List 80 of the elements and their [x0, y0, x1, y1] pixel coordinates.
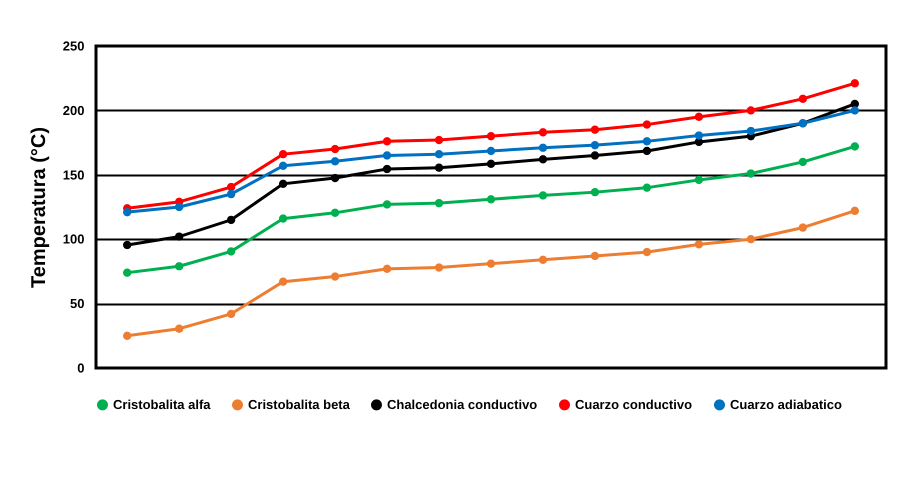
point — [174, 232, 184, 241]
point — [382, 151, 392, 160]
y-tick-label: 0 — [77, 360, 84, 376]
point — [694, 112, 704, 122]
point — [123, 240, 132, 250]
point — [798, 223, 808, 232]
point — [694, 176, 704, 184]
point — [330, 272, 340, 281]
point — [434, 136, 444, 144]
point — [330, 144, 340, 154]
point — [538, 144, 548, 152]
legend-label: Cristobalita beta — [248, 396, 351, 412]
point — [123, 268, 132, 277]
point — [382, 200, 392, 209]
point — [226, 190, 236, 198]
point — [850, 106, 859, 115]
y-tick-label: 200 — [62, 102, 84, 118]
point — [278, 214, 288, 223]
point — [486, 259, 496, 268]
legend-label: Chalcedonia conductivo — [387, 396, 538, 412]
point — [850, 142, 859, 151]
point — [174, 262, 184, 270]
point — [746, 235, 756, 244]
point — [226, 182, 236, 192]
point — [694, 240, 704, 249]
point — [642, 120, 652, 129]
point — [642, 248, 652, 256]
point — [642, 146, 652, 156]
point — [434, 150, 444, 158]
point — [746, 106, 756, 115]
y-tick-label: 150 — [62, 167, 84, 182]
point — [123, 208, 132, 216]
point — [850, 206, 859, 216]
point — [123, 332, 132, 340]
legend-label: Cuarzo conductivo — [575, 396, 692, 412]
point — [278, 278, 288, 286]
point — [174, 202, 184, 212]
point — [382, 137, 392, 146]
point — [850, 79, 859, 88]
point — [226, 216, 236, 224]
point — [486, 132, 496, 140]
point — [434, 164, 444, 172]
y-tick-label: 100 — [62, 232, 84, 247]
point — [330, 174, 340, 182]
point — [538, 256, 548, 264]
point — [278, 150, 288, 158]
point — [330, 208, 340, 217]
point — [486, 160, 496, 168]
point — [278, 162, 288, 170]
point — [590, 151, 600, 160]
point — [798, 94, 808, 103]
point — [642, 137, 652, 146]
point — [538, 191, 548, 200]
point — [330, 157, 340, 166]
y-axis-title: Temperatura (°C) — [28, 127, 50, 288]
point — [538, 128, 548, 136]
point — [694, 131, 704, 140]
point — [382, 264, 392, 273]
point — [434, 263, 444, 272]
point — [642, 184, 652, 192]
point — [486, 146, 496, 156]
point — [486, 195, 496, 204]
y-tick-label: 50 — [70, 296, 84, 312]
point — [590, 188, 600, 196]
legend-label: Cuarzo adiabatico — [730, 396, 842, 412]
point — [746, 169, 756, 178]
point — [226, 310, 236, 318]
point — [226, 247, 236, 256]
y-tick-label: 250 — [62, 38, 84, 54]
point — [798, 158, 808, 166]
point — [590, 252, 600, 260]
point — [538, 155, 548, 164]
point — [434, 198, 444, 208]
point — [278, 180, 288, 188]
point — [746, 126, 756, 136]
point — [590, 126, 600, 134]
point — [590, 141, 600, 150]
point — [382, 164, 392, 174]
point — [174, 324, 184, 333]
legend-label: Cristobalita alfa — [113, 396, 212, 412]
